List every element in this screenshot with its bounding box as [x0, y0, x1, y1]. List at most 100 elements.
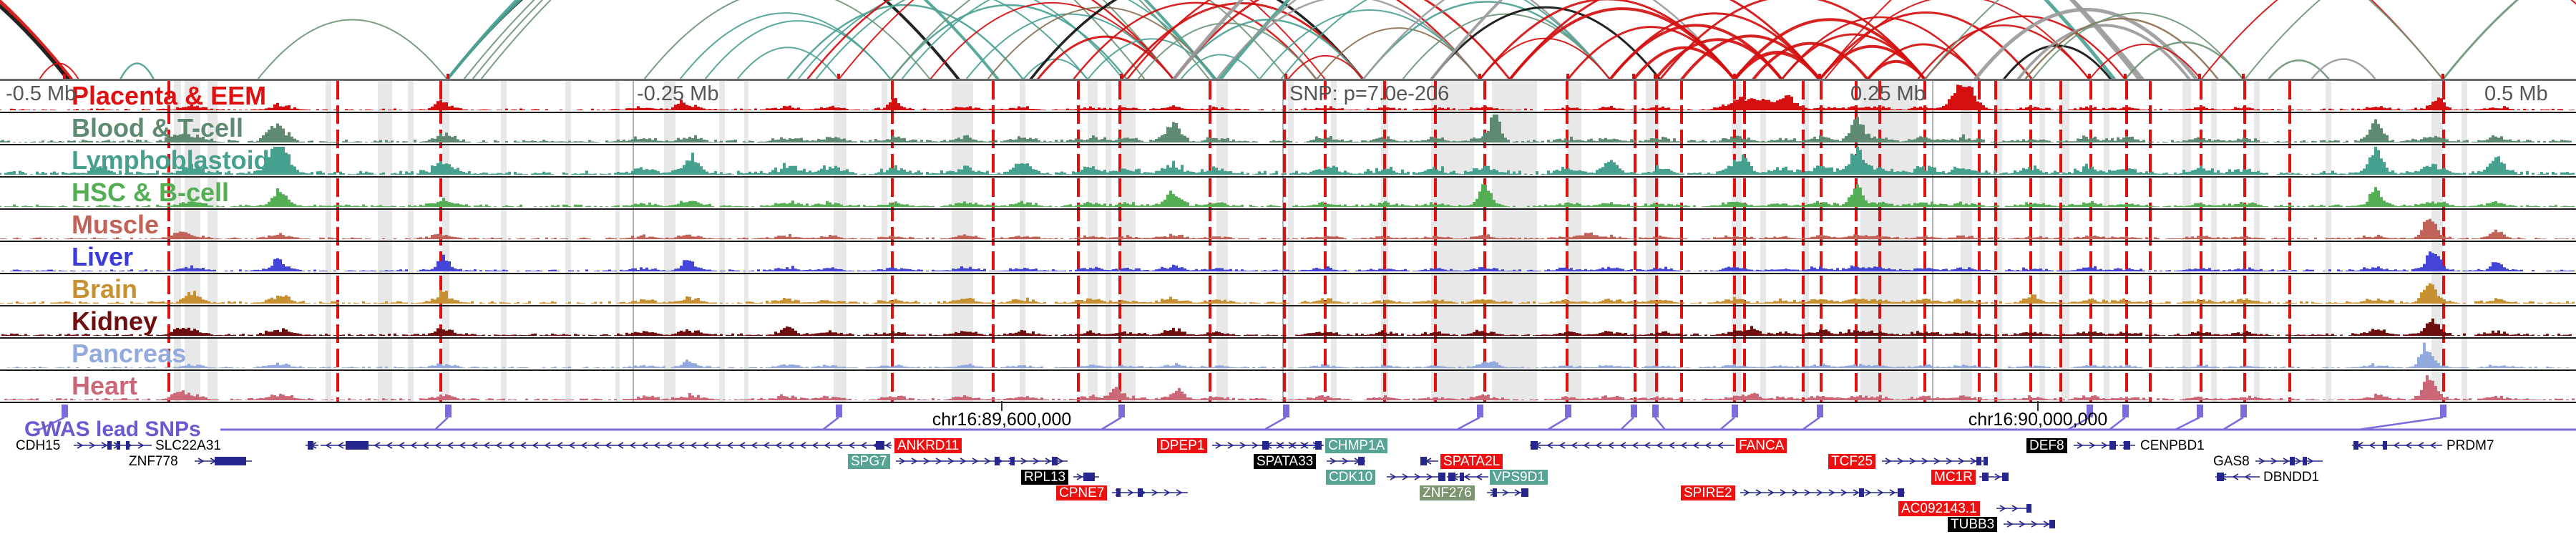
interaction-arc[interactable] — [1216, 0, 1611, 80]
gwas-snp-marker[interactable] — [1802, 405, 1823, 431]
interaction-arc[interactable] — [890, 4, 1128, 80]
gene-label-CDH15[interactable]: CDH15 — [16, 438, 61, 453]
gwas-snp-marker[interactable] — [39, 405, 68, 431]
interaction-arc[interactable] — [1029, 0, 1365, 80]
interaction-arc[interactable] — [1073, 1, 1317, 80]
interaction-arc[interactable] — [2200, 0, 2576, 80]
gene-label-SPG7[interactable]: SPG7 — [848, 454, 890, 469]
gene-label-CENPBD1[interactable]: CENPBD1 — [2140, 438, 2205, 453]
gwas-snp-marker[interactable] — [822, 405, 842, 430]
gene-label-SPATA33[interactable]: SPATA33 — [1254, 454, 1317, 469]
gene-label-CHMP1A[interactable]: CHMP1A — [1325, 438, 1388, 453]
interaction-arc[interactable] — [2311, 58, 2376, 80]
signal-track-row[interactable]: Heart — [0, 371, 2576, 403]
gwas-snp-marker[interactable] — [1264, 405, 1289, 431]
interaction-arc[interactable] — [1402, 13, 1611, 80]
interaction-arc[interactable] — [1632, 46, 1736, 80]
gene-label-DEF8[interactable]: DEF8 — [2026, 438, 2067, 453]
gwas-snp-marker[interactable] — [1620, 405, 1637, 430]
interaction-arc[interactable] — [2441, 0, 2576, 80]
signal-track-row[interactable]: HSC & B-cell — [0, 178, 2576, 210]
interaction-arc[interactable] — [1362, 0, 1735, 80]
interaction-arc[interactable] — [1866, 60, 1926, 80]
gwas-snp-marker[interactable] — [434, 405, 452, 430]
gene-label-ANKRD11[interactable]: ANKRD11 — [894, 438, 962, 453]
gene-label-GAS8[interactable]: GAS8 — [2213, 454, 2250, 469]
gwas-lead-snp-track[interactable] — [0, 401, 2576, 447]
gene-label-RPL13[interactable]: RPL13 — [1021, 470, 1069, 485]
interaction-arc[interactable] — [446, 0, 1216, 80]
gene-label-DPEP1[interactable]: DPEP1 — [1157, 438, 1208, 453]
gene-label-TUBB3[interactable]: TUBB3 — [1948, 517, 1998, 532]
interaction-arc[interactable] — [1924, 15, 2126, 80]
gwas-snp-marker[interactable] — [2358, 405, 2446, 431]
interaction-arc[interactable] — [1866, 43, 1981, 80]
gene-label-SPATA2L[interactable]: SPATA2L — [1440, 454, 1503, 469]
interaction-arc[interactable] — [1917, 24, 2090, 80]
signal-track-row[interactable]: Liver — [0, 242, 2576, 274]
interaction-arc[interactable] — [1180, 54, 1260, 80]
interaction-arc[interactable] — [39, 62, 79, 80]
interaction-arc[interactable] — [2124, 41, 2244, 80]
interaction-arc[interactable] — [1659, 0, 1926, 80]
gene-label-MC1R[interactable]: MC1R — [1931, 470, 1976, 485]
interaction-arc[interactable] — [2024, 17, 2219, 80]
gene-label-SLC22A31[interactable]: SLC22A31 — [155, 438, 221, 453]
gene-label-FANCA[interactable]: FANCA — [1736, 438, 1787, 453]
interaction-arc[interactable] — [1566, 26, 1736, 80]
interaction-arc[interactable] — [1430, 0, 2145, 80]
gwas-snp-marker[interactable] — [1719, 405, 1738, 430]
gene-label-CDK10[interactable]: CDK10 — [1326, 470, 1376, 485]
interaction-arc[interactable] — [1654, 38, 1783, 80]
signal-track-row[interactable]: Muscle — [0, 210, 2576, 242]
interaction-arc[interactable] — [1430, 6, 1662, 80]
gwas-snp-marker[interactable] — [2223, 405, 2247, 431]
interaction-arc[interactable] — [643, 0, 931, 80]
interaction-arc[interactable] — [2089, 44, 2202, 80]
gene-label-SPIRE2[interactable]: SPIRE2 — [1681, 485, 1735, 500]
interaction-arc[interactable] — [257, 19, 448, 80]
interaction-arc[interactable] — [797, 0, 1088, 80]
interaction-arc[interactable] — [1126, 0, 1480, 80]
interaction-arc[interactable] — [930, 1, 1174, 80]
interaction-arc[interactable] — [119, 62, 155, 80]
interaction-arc[interactable] — [446, 0, 960, 80]
interaction-arc[interactable] — [786, 4, 1024, 80]
gene-label-TCF25[interactable]: TCF25 — [1828, 454, 1876, 469]
interaction-arc[interactable] — [965, 13, 1174, 80]
gene-label-PRDM7[interactable]: PRDM7 — [2446, 438, 2494, 453]
interaction-arc[interactable] — [1508, 0, 1821, 80]
interaction-arc[interactable] — [806, 0, 1174, 80]
interaction-arc[interactable] — [736, 47, 839, 80]
interaction-arc[interactable] — [2031, 12, 2244, 80]
gene-label-CPNE7[interactable]: CPNE7 — [1056, 485, 1108, 500]
interaction-arc[interactable] — [1752, 42, 1869, 80]
signal-track-row[interactable]: Placenta & EEM — [0, 81, 2576, 113]
signal-track-row[interactable]: Brain — [0, 274, 2576, 306]
signal-track-row[interactable]: Lymphoblastoid — [0, 145, 2576, 178]
gwas-snp-marker[interactable] — [2109, 405, 2129, 430]
interaction-arc[interactable] — [472, 0, 1174, 80]
interaction-arc[interactable] — [1974, 8, 2198, 80]
signal-track-row[interactable]: Kidney — [0, 306, 2576, 339]
gene-label-VPS9D1[interactable]: VPS9D1 — [1490, 470, 1548, 485]
interaction-arc[interactable] — [704, 20, 892, 80]
interaction-arc[interactable] — [1316, 27, 1480, 80]
gwas-snp-marker[interactable] — [2067, 405, 2093, 431]
gene-label-DBNDD1[interactable]: DBNDD1 — [2263, 470, 2320, 485]
interaction-arc[interactable] — [901, 0, 1217, 80]
interaction-arc[interactable] — [1259, 9, 1480, 80]
interaction-arc[interactable] — [1036, 35, 1175, 80]
gwas-snp-marker[interactable] — [2175, 405, 2203, 431]
signal-track-row[interactable]: Pancreas — [0, 339, 2576, 371]
interaction-arc[interactable] — [2244, 0, 2576, 80]
interaction-arc[interactable] — [1287, 55, 1364, 80]
interaction-arc[interactable] — [1479, 37, 1611, 80]
interaction-arc[interactable] — [1172, 0, 1511, 80]
gene-label-ZNF778[interactable]: ZNF778 — [129, 454, 178, 469]
gene-label-AC092143.1[interactable]: AC092143.1 — [1898, 501, 1980, 516]
interaction-arc[interactable] — [2268, 59, 2330, 80]
interaction-arc[interactable] — [480, 0, 1210, 80]
interaction-arc[interactable] — [1120, 2, 1365, 80]
gwas-snp-marker[interactable] — [1456, 405, 1483, 431]
